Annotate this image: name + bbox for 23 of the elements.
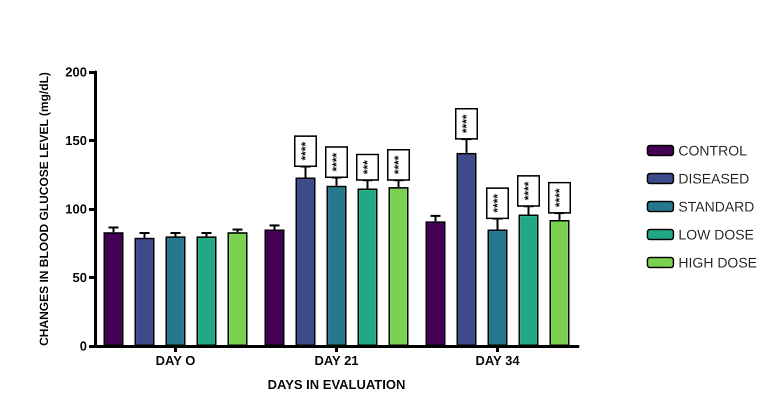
y-tick-label: 100 — [65, 202, 87, 216]
legend-label: HIGH DOSE — [678, 254, 758, 270]
x-axis-title: DAYS IN EVALUATION — [268, 377, 406, 392]
x-tick-label: DAY 21 — [314, 353, 359, 368]
legend-label: DISEASED — [678, 170, 750, 186]
data-label: *** — [360, 160, 374, 174]
y-axis-title: CHANGES IN BLOOD GLUCOSE LEVEL (mg/dL) — [37, 72, 51, 346]
data-label: **** — [460, 114, 474, 134]
y-tick-label: 0 — [80, 338, 87, 354]
legend-label: LOW DOSE — [678, 226, 754, 242]
legend-label: CONTROL — [678, 142, 748, 158]
data-label: **** — [392, 155, 406, 174]
y-tick-label: 200 — [65, 64, 87, 80]
x-tick-label: DAY O — [156, 353, 196, 368]
data-label: **** — [330, 152, 344, 172]
data-label: **** — [490, 194, 504, 213]
data-label: **** — [552, 188, 566, 208]
data-label: **** — [298, 142, 312, 161]
data-label: **** — [522, 181, 536, 200]
x-tick-label: DAY 34 — [475, 353, 520, 368]
legend-label: STANDARD — [678, 198, 754, 214]
y-tick-label: 150 — [65, 133, 87, 148]
y-tick-label: 50 — [72, 270, 87, 285]
